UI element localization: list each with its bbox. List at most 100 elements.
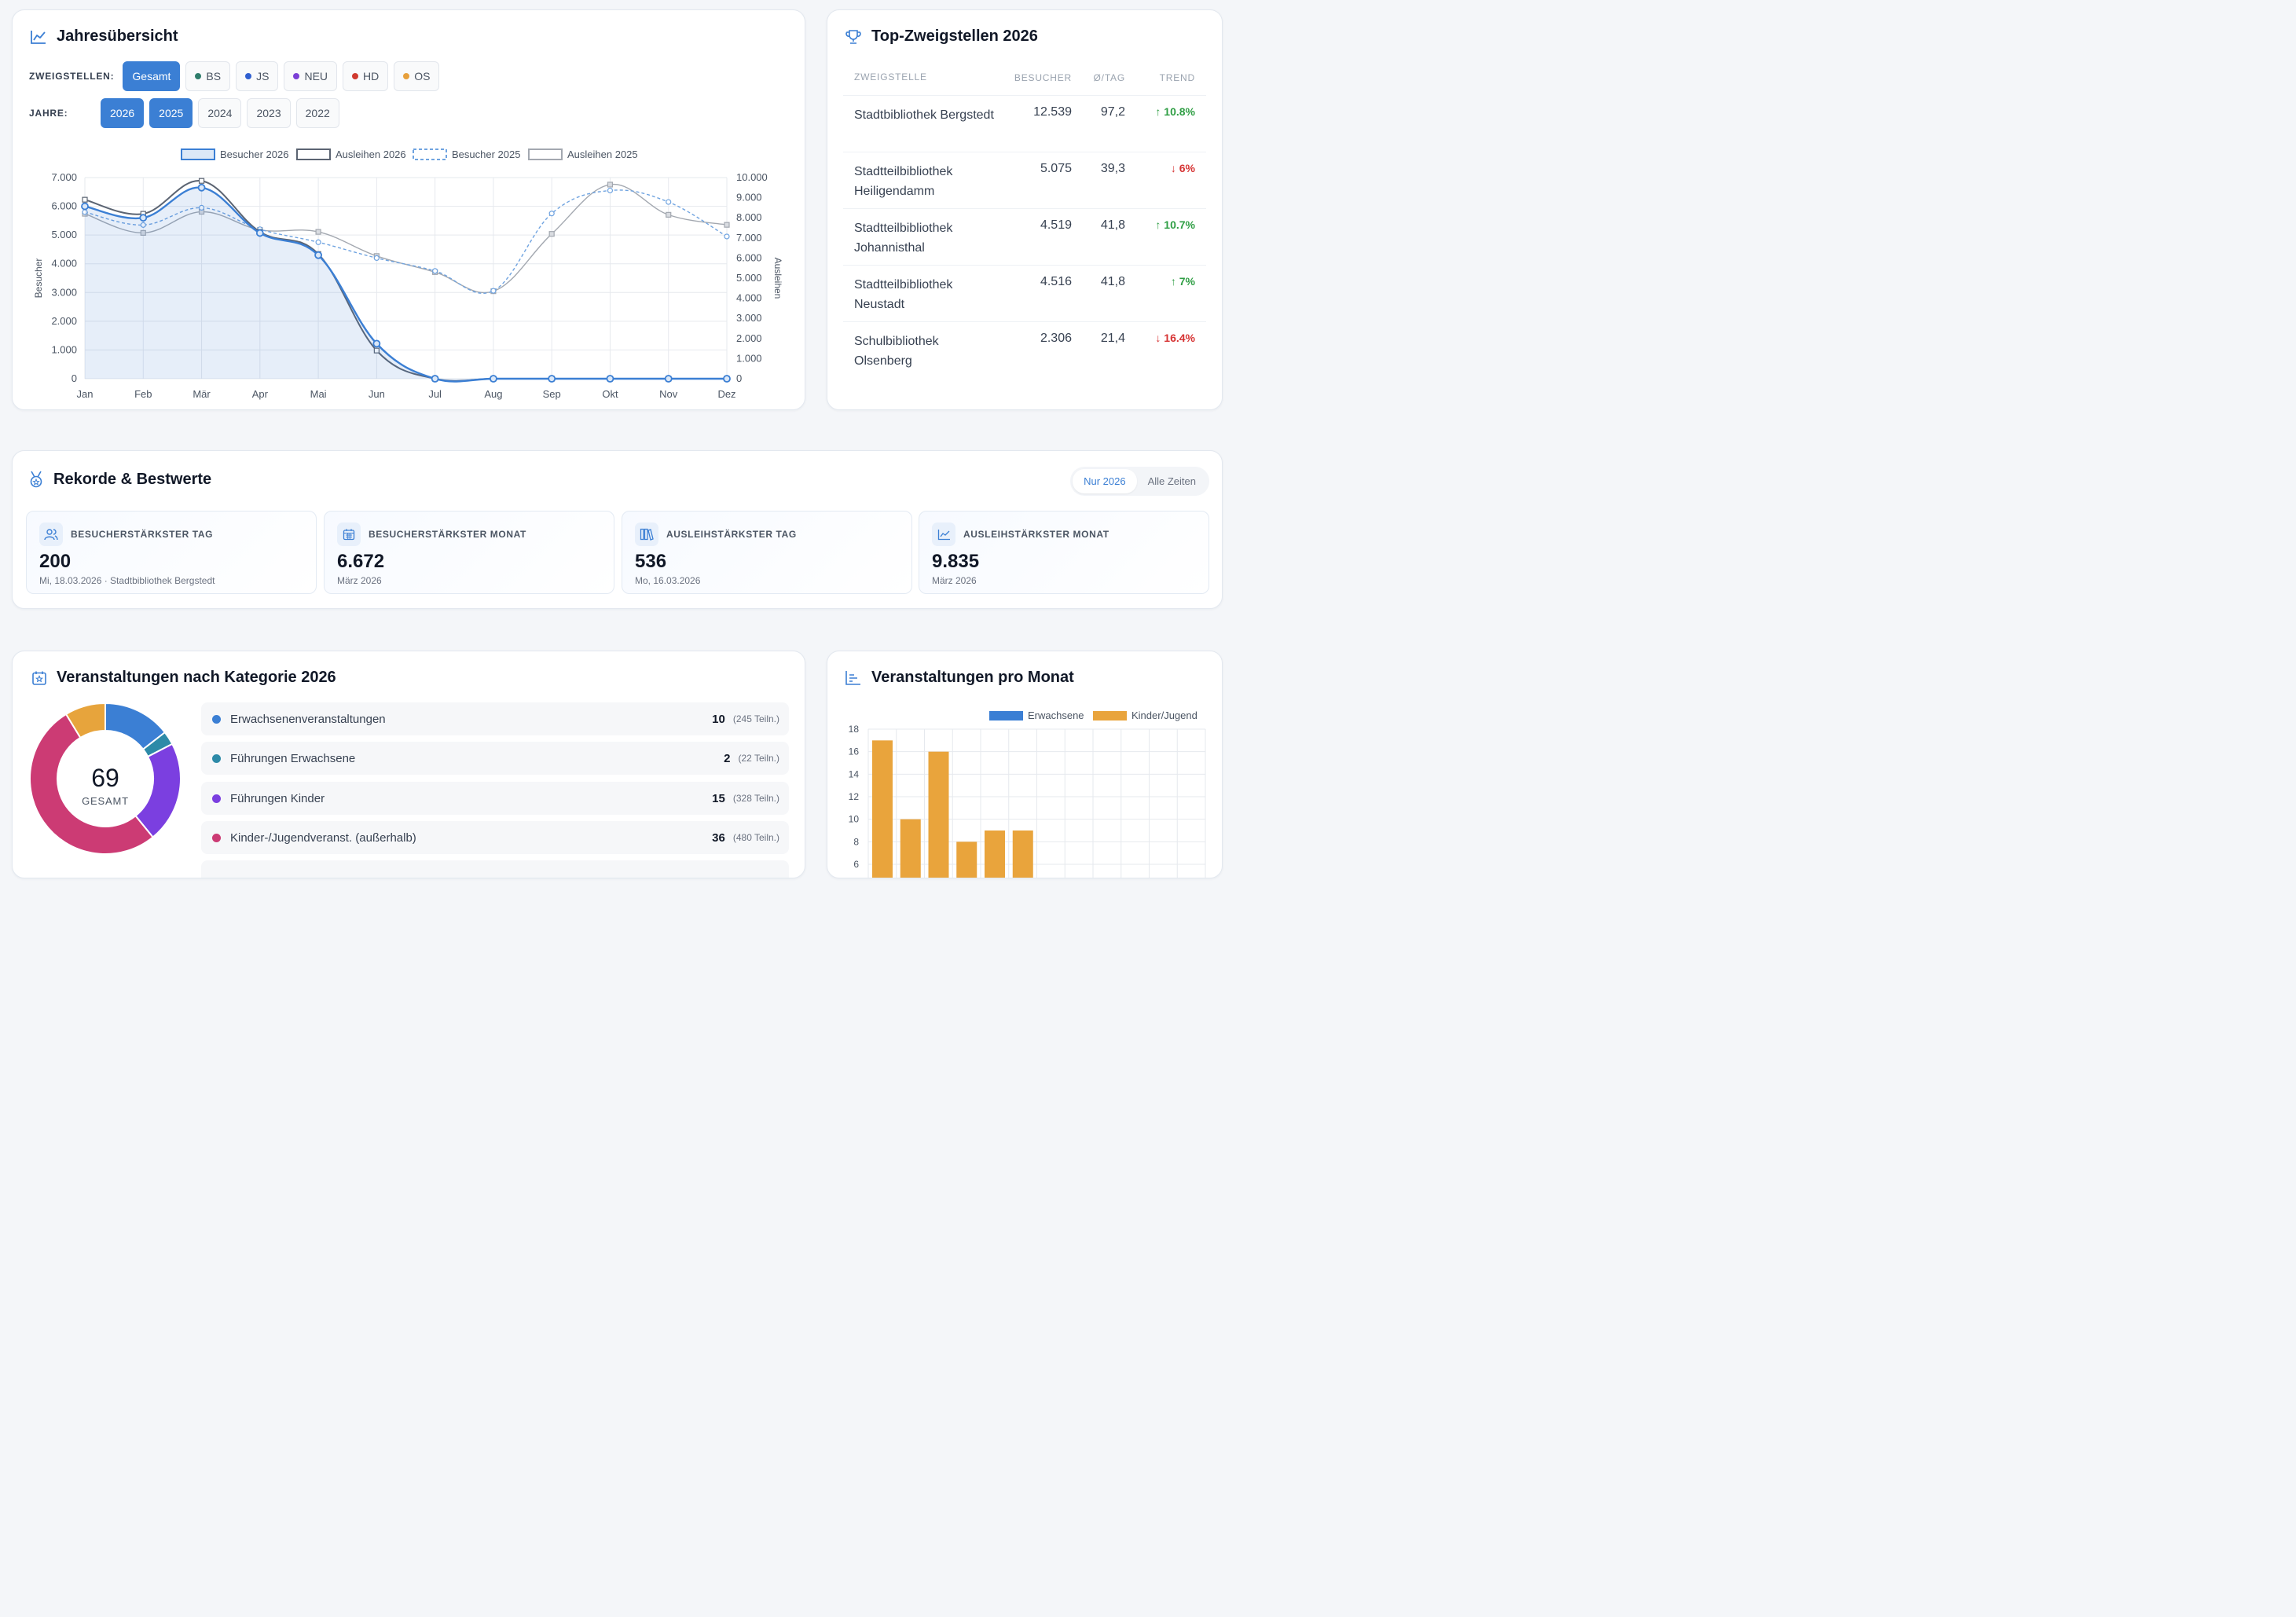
data-point[interactable] [372,339,381,348]
category-participants: (328 Teiln.) [732,793,779,804]
data-point[interactable] [548,211,555,217]
y2-tick-label: 5.000 [736,272,762,284]
year-chip-2024[interactable]: 2024 [198,98,242,128]
data-point[interactable] [548,375,556,383]
per-day-cell: 41,8 [1100,275,1125,288]
donut-slice[interactable] [64,702,106,739]
data-point[interactable] [724,222,730,228]
record-label: AUSLEIHSTÄRKSTER MONAT [963,529,1109,540]
data-point[interactable] [607,187,614,194]
bar[interactable] [928,751,949,878]
legend-swatch [413,148,447,160]
data-point[interactable] [548,231,555,237]
bar[interactable] [872,740,893,878]
year-chip-2022[interactable]: 2022 [295,98,339,128]
medal-icon [30,471,42,488]
toggle-all-time[interactable]: Alle Zeiten [1147,475,1196,487]
x-tick-label: Jan [77,388,94,400]
data-point[interactable] [197,183,206,192]
data-point[interactable] [255,229,264,237]
events-monthly-card: Veranstaltungen pro Monat 6 8 10 12 14 16 18 Er… [827,651,1223,878]
overview-title: Jahresübersicht [30,28,178,46]
bar[interactable] [956,842,977,878]
branch-chip-bs[interactable]: BS [185,61,231,91]
branch-chip-gesamt[interactable]: Gesamt [123,61,181,91]
donut-total-value: 69 [91,764,119,792]
events-monthly-bar-chart: 6 8 10 12 14 16 18 Erwachsene Kinder/Jugend [849,710,1206,878]
legend-label[interactable]: Erwachsene [1028,710,1084,721]
data-point[interactable] [198,178,205,184]
branch-chip-js[interactable]: JS [236,61,279,91]
x-tick-label: Feb [134,388,152,400]
year-chip-2025[interactable]: 2025 [149,98,193,128]
data-point[interactable] [432,268,438,274]
list-item[interactable]: Führungen Kinder 15 (328 Teiln.) [201,782,789,815]
data-point[interactable] [490,288,497,294]
bar[interactable] [900,819,921,878]
data-point[interactable] [373,347,380,354]
data-point[interactable] [198,204,205,211]
year-chip-2026[interactable]: 2026 [101,98,145,128]
events-category-title-text: Veranstaltungen nach Kategorie 2026 [57,669,336,686]
trend-value: 10.8% [1164,105,1195,118]
data-point[interactable] [373,255,380,261]
data-point[interactable] [314,251,322,259]
toggle-only-2026[interactable]: Nur 2026 [1073,469,1137,493]
data-point[interactable] [315,229,321,235]
top-branches-card: Top-Zweigstellen 2026 ZWEIGSTELLE BESUCH… [827,9,1223,410]
branch-chip-os[interactable]: OS [394,61,440,91]
data-point[interactable] [490,375,497,383]
category-count: 2 [724,751,731,765]
bar[interactable] [1012,830,1033,878]
y2-tick-label: 2.000 [736,332,762,344]
per-day-cell: 21,4 [1100,332,1125,345]
data-point[interactable] [723,375,731,383]
data-point[interactable] [664,375,673,383]
branch-name-cell: Stadtteilbibliothek Johannisthal [854,222,953,255]
category-count: 36 [712,830,725,845]
branch-filter-label: ZWEIGSTELLEN: [29,71,115,82]
data-point[interactable] [81,202,89,211]
legend-label[interactable]: Ausleihen 2025 [567,148,638,160]
y-tick-label: 4.000 [51,258,77,270]
donut-slice[interactable] [29,713,154,855]
events-monthly-title-text: Veranstaltungen pro Monat [871,669,1074,686]
branch-name-cell: Stadtteilbibliothek Neustadt [854,278,953,311]
branch-chip-neu[interactable]: NEU [284,61,338,91]
category-count: 15 [712,791,725,805]
data-point[interactable] [315,239,321,245]
events-category-card: Veranstaltungen nach Kategorie 2026 69 GE… [12,651,805,878]
data-point[interactable] [607,182,614,188]
y2-tick-label: 3.000 [736,312,762,324]
data-point[interactable] [724,233,730,240]
y-tick-label: 3.000 [51,286,77,298]
data-point[interactable] [82,196,88,203]
legend-label[interactable]: Besucher 2026 [220,148,288,160]
col-header-branch: ZWEIGSTELLE [854,72,927,82]
bar[interactable] [985,830,1005,878]
y2-tick-label: 10.000 [736,171,768,183]
branch-chip-hd[interactable]: HD [343,61,389,91]
legend-label[interactable]: Kinder/Jugend [1131,710,1198,721]
per-day-cell: 39,3 [1100,162,1125,175]
data-point[interactable] [140,222,146,228]
branch-chip-label: HD [363,70,380,82]
record-label: AUSLEIHSTÄRKSTER TAG [666,529,797,540]
legend-label[interactable]: Ausleihen 2026 [336,148,406,160]
list-item[interactable]: Kinder-/Jugendveranst. (außerhalb) 36 (480… [201,821,789,854]
data-point[interactable] [666,211,672,218]
legend-label[interactable]: Besucher 2025 [452,148,520,160]
top-branches-title-text: Top-Zweigstellen 2026 [871,28,1038,45]
year-chip-2023[interactable]: 2023 [247,98,291,128]
data-point[interactable] [139,214,148,222]
data-point[interactable] [140,229,146,236]
data-point[interactable] [606,375,614,383]
category-name: Führungen Kinder [230,791,325,805]
list-item[interactable]: Erwachsenenveranstaltungen 10 (245 Teiln.) [201,702,789,735]
record-label: BESUCHERSTÄRKSTER MONAT [369,529,526,540]
data-point[interactable] [666,199,672,205]
list-item[interactable] [201,860,789,878]
col-header-trend: TREND [1159,72,1195,83]
list-item[interactable]: Führungen Erwachsene 2 (22 Teiln.) [201,742,789,775]
data-point[interactable] [431,375,439,383]
